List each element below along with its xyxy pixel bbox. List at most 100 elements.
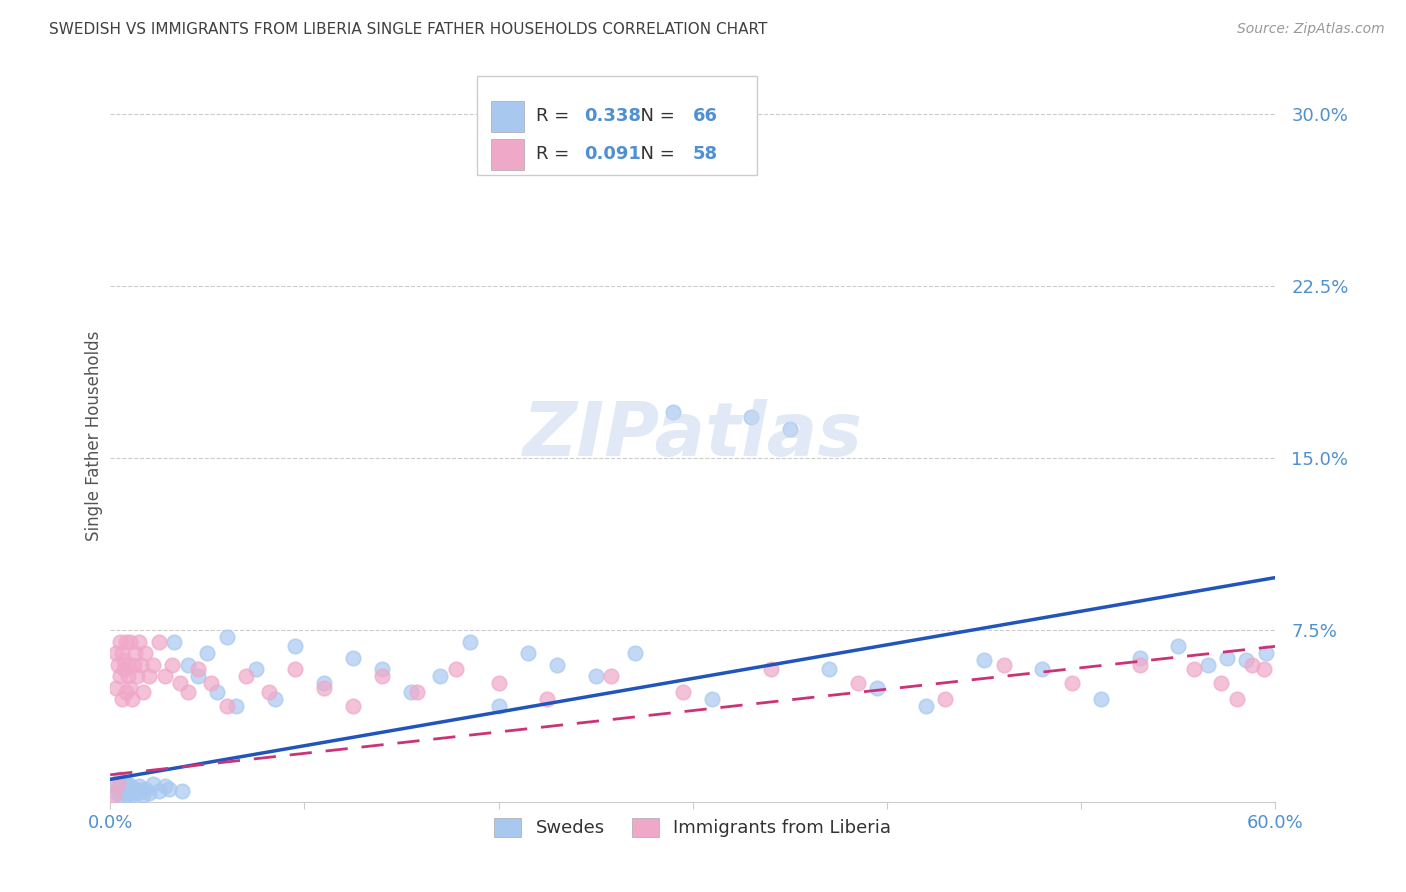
- Point: [172, 784, 194, 798]
- Point: [117, 784, 139, 798]
- Point: [195, 646, 218, 660]
- Text: R =: R =: [536, 107, 575, 125]
- Point: [138, 786, 160, 800]
- Point: [111, 692, 134, 706]
- Point: [371, 669, 394, 683]
- Point: [111, 779, 134, 793]
- Text: R =: R =: [536, 145, 575, 163]
- Point: [162, 657, 184, 672]
- Point: [132, 789, 155, 803]
- Point: [169, 676, 191, 690]
- Point: [112, 774, 135, 789]
- Point: [702, 692, 724, 706]
- Point: [817, 662, 839, 676]
- Point: [124, 781, 146, 796]
- Point: [105, 786, 128, 800]
- Point: [342, 650, 364, 665]
- Point: [759, 662, 782, 676]
- Point: [312, 681, 335, 695]
- Y-axis label: Single Father Households: Single Father Households: [86, 330, 103, 541]
- Point: [138, 669, 160, 683]
- Text: N =: N =: [628, 145, 681, 163]
- Point: [1182, 662, 1205, 676]
- Point: [973, 653, 995, 667]
- Point: [205, 685, 228, 699]
- Point: [779, 421, 801, 435]
- Point: [105, 646, 128, 660]
- Text: 0.091: 0.091: [585, 145, 641, 163]
- Point: [108, 772, 131, 787]
- Point: [342, 698, 364, 713]
- FancyBboxPatch shape: [477, 76, 756, 175]
- Point: [866, 681, 889, 695]
- Point: [1167, 640, 1189, 654]
- Text: 66: 66: [693, 107, 718, 125]
- Point: [235, 669, 257, 683]
- Text: 58: 58: [693, 145, 718, 163]
- Point: [401, 685, 423, 699]
- Text: ZIPatlas: ZIPatlas: [523, 399, 863, 472]
- Point: [114, 634, 136, 648]
- Text: 0.338: 0.338: [585, 107, 641, 125]
- Point: [148, 634, 170, 648]
- Point: [127, 786, 149, 800]
- Point: [187, 662, 209, 676]
- Point: [662, 405, 685, 419]
- Point: [536, 692, 558, 706]
- Point: [131, 784, 153, 798]
- Point: [284, 662, 307, 676]
- Point: [112, 786, 135, 800]
- Legend: Swedes, Immigrants from Liberia: Swedes, Immigrants from Liberia: [486, 811, 898, 845]
- Point: [128, 779, 150, 793]
- Point: [488, 698, 510, 713]
- Point: [108, 669, 131, 683]
- Point: [1226, 692, 1249, 706]
- Point: [371, 662, 394, 676]
- Point: [163, 634, 186, 648]
- Point: [259, 685, 281, 699]
- Point: [1090, 692, 1112, 706]
- Point: [444, 662, 467, 676]
- Point: [1253, 662, 1275, 676]
- Point: [215, 698, 238, 713]
- Point: [112, 662, 135, 676]
- Point: [121, 789, 143, 803]
- Point: [245, 662, 267, 676]
- Point: [117, 777, 139, 791]
- Point: [114, 685, 136, 699]
- Point: [177, 657, 200, 672]
- Point: [623, 646, 645, 660]
- Point: [585, 669, 607, 683]
- Point: [200, 676, 222, 690]
- Point: [993, 657, 1015, 672]
- Point: [118, 786, 141, 800]
- Point: [107, 777, 129, 791]
- Point: [114, 781, 136, 796]
- Point: [915, 698, 938, 713]
- Point: [117, 669, 139, 683]
- Point: [117, 657, 139, 672]
- Point: [600, 669, 623, 683]
- Point: [127, 669, 149, 683]
- Point: [153, 779, 176, 793]
- Text: N =: N =: [628, 107, 681, 125]
- Point: [284, 640, 307, 654]
- Point: [157, 781, 180, 796]
- Point: [134, 646, 156, 660]
- Point: [1241, 657, 1264, 672]
- Point: [406, 685, 429, 699]
- Point: [128, 634, 150, 648]
- Point: [107, 781, 129, 796]
- Point: [488, 676, 510, 690]
- Point: [142, 657, 165, 672]
- Point: [934, 692, 956, 706]
- Point: [132, 685, 155, 699]
- Point: [122, 657, 145, 672]
- Point: [114, 789, 136, 803]
- Point: [1216, 650, 1239, 665]
- Point: [1197, 657, 1219, 672]
- Point: [111, 784, 134, 798]
- Point: [264, 692, 287, 706]
- Point: [131, 657, 153, 672]
- Point: [1128, 650, 1150, 665]
